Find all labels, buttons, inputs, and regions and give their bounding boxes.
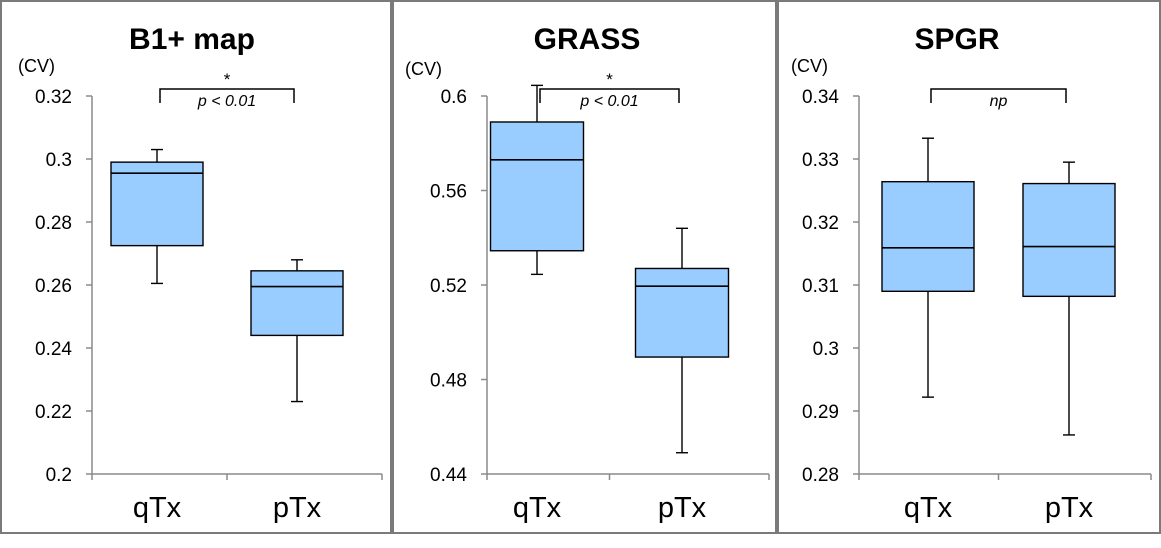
y-tick-label: 0.24 [35,339,72,360]
y-tick-label: 0.3 [813,339,839,360]
y-tick-label: 0.33 [802,150,839,171]
y-tick-label: 0.34 [802,87,839,108]
significance-text: p < 0.01 [197,93,256,110]
category-label: pTx [1045,492,1094,524]
significance-star: * [224,70,231,89]
y-tick-label: 0.26 [35,276,72,297]
y-tick-label: 0.6 [441,87,467,108]
box-iqr [634,267,730,358]
category-label: qTx [513,492,562,524]
y-tick-label: 0.29 [802,402,839,423]
box-ptx [634,227,730,454]
significance-bracket [930,88,1067,103]
y-tick-label: 0.3 [46,150,72,171]
y-tick-label: 0.48 [430,371,467,392]
y-axis-unit-label: (CV) [791,56,828,76]
chart-title: B1+ map [129,23,255,56]
category-label: pTx [273,492,322,524]
category-label: qTx [133,492,182,524]
box-qtx [489,84,585,276]
panel-b1-map: B1+ map (CV) 0.2 0.22 0.24 0.26 0.28 0.3 0.32 qTx… [0,0,392,534]
significance-bracket [159,88,295,103]
panel-spgr: SPGR (CV) 0.28 0.29 0.3 0.31 0.32 0.33 0.34 qTx pT… [777,0,1161,534]
box-iqr [489,121,585,252]
box-iqr [250,270,344,337]
chart-title: SPGR [914,23,999,56]
box-iqr [1022,182,1116,298]
y-tick-label: 0.31 [802,276,839,297]
box-iqr [881,180,975,292]
y-tick-label: 0.44 [430,465,467,486]
significance-text: np [990,93,1008,110]
spgr-chart: SPGR (CV) 0.28 0.29 0.3 0.31 0.32 0.33 0.34 qTx pT… [791,23,1152,524]
box-iqr [110,161,204,247]
box-ptx [1022,161,1116,436]
y-tick-label: 0.32 [802,213,839,234]
chart-title: GRASS [534,23,641,56]
panel-grass: GRASS (CV) 0.44 0.48 0.52 0.56 0.6 qTx pTx * p < 0… [392,0,777,534]
category-label: pTx [658,492,707,524]
y-tick-label: 0.2 [46,465,72,486]
y-tick-label: 0.52 [430,276,467,297]
box-ptx [250,259,344,403]
y-tick-label: 0.56 [430,182,467,203]
y-tick-label: 0.28 [35,213,72,234]
category-label: qTx [904,492,953,524]
significance-text: p < 0.01 [579,93,638,110]
significance-star: * [606,70,613,89]
y-tick-label: 0.32 [35,87,72,108]
y-tick-label: 0.22 [35,402,72,423]
y-tick-label: 0.28 [802,465,839,486]
box-qtx [110,148,204,285]
y-axis-unit-label: (CV) [18,56,55,76]
b1-map-chart: B1+ map (CV) 0.2 0.22 0.24 0.26 0.28 0.3 0.32 qTx… [18,23,383,524]
box-qtx [881,137,975,398]
significance-bracket [539,88,680,103]
grass-chart: GRASS (CV) 0.44 0.48 0.52 0.56 0.6 qTx pTx * p < 0… [405,23,770,524]
y-axis-unit-label: (CV) [405,59,442,79]
